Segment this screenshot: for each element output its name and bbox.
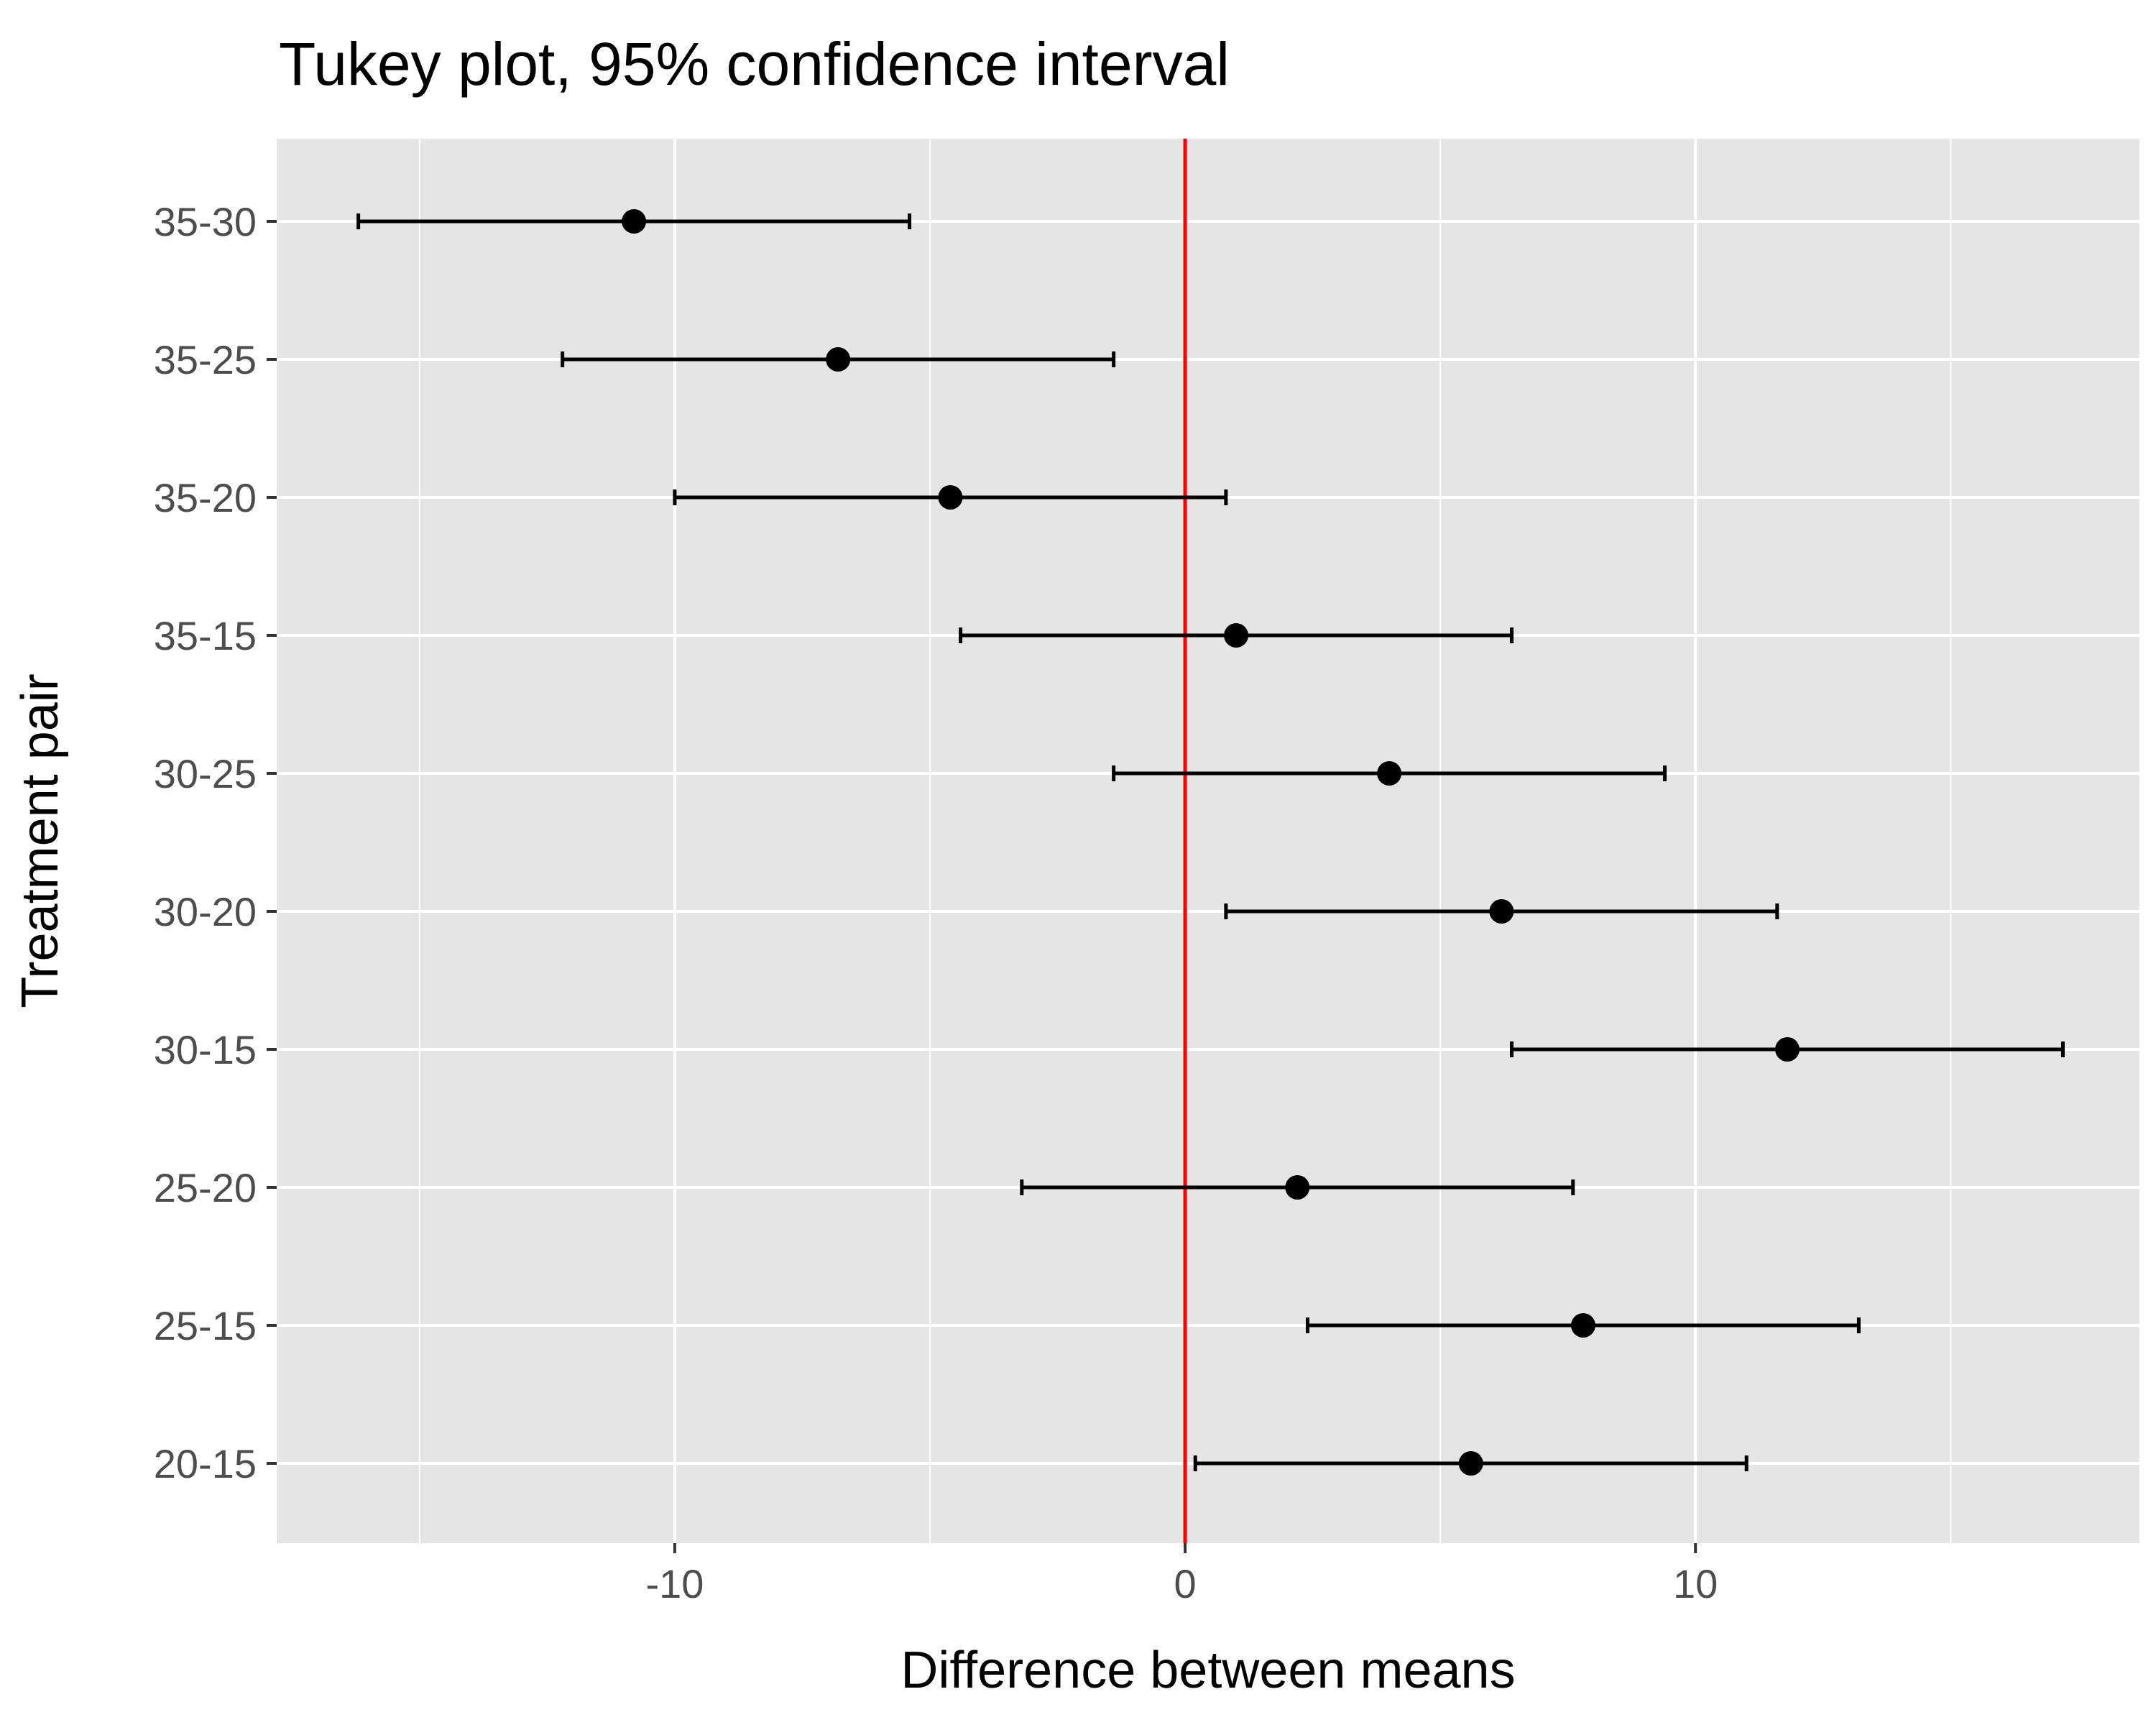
y-tick-label: 25-15 — [154, 1303, 257, 1348]
y-tick-label: 35-25 — [154, 337, 257, 382]
estimate-point-25-20 — [1285, 1175, 1310, 1200]
y-tick-label: 30-15 — [154, 1027, 257, 1072]
y-tick-label: 35-30 — [154, 199, 257, 244]
estimate-point-30-20 — [1489, 899, 1514, 924]
y-tick-label: 30-25 — [154, 751, 257, 796]
estimate-point-35-15 — [1224, 623, 1249, 648]
estimate-point-35-20 — [938, 485, 963, 510]
y-tick-label: 35-20 — [154, 475, 257, 520]
x-tick-label: 0 — [1174, 1561, 1196, 1606]
estimate-point-30-15 — [1775, 1037, 1800, 1062]
y-tick-label: 30-20 — [154, 889, 257, 934]
y-tick-label: 20-15 — [154, 1441, 257, 1486]
estimate-point-25-15 — [1570, 1313, 1595, 1338]
y-tick-label: 25-20 — [154, 1165, 257, 1210]
estimate-point-30-25 — [1377, 761, 1402, 786]
y-tick-label: 35-15 — [154, 613, 257, 658]
data-layer — [356, 209, 2065, 1476]
plot-panel — [277, 139, 2139, 1543]
x-tick-label: 10 — [1673, 1561, 1718, 1606]
y-axis-title: Treatment pair — [11, 673, 69, 1008]
estimate-point-35-25 — [826, 347, 851, 372]
x-axis-title: Difference between means — [900, 1642, 1515, 1699]
estimate-point-20-15 — [1458, 1451, 1483, 1476]
chart-title: Tukey plot, 95% confidence interval — [279, 30, 1230, 98]
axis-layer: 35-30 35-25 35-20 35-15 30-25 30-20 30-15 25-20… — [154, 199, 1718, 1606]
estimate-point-35-30 — [622, 209, 647, 234]
x-tick-label: -10 — [645, 1561, 704, 1606]
